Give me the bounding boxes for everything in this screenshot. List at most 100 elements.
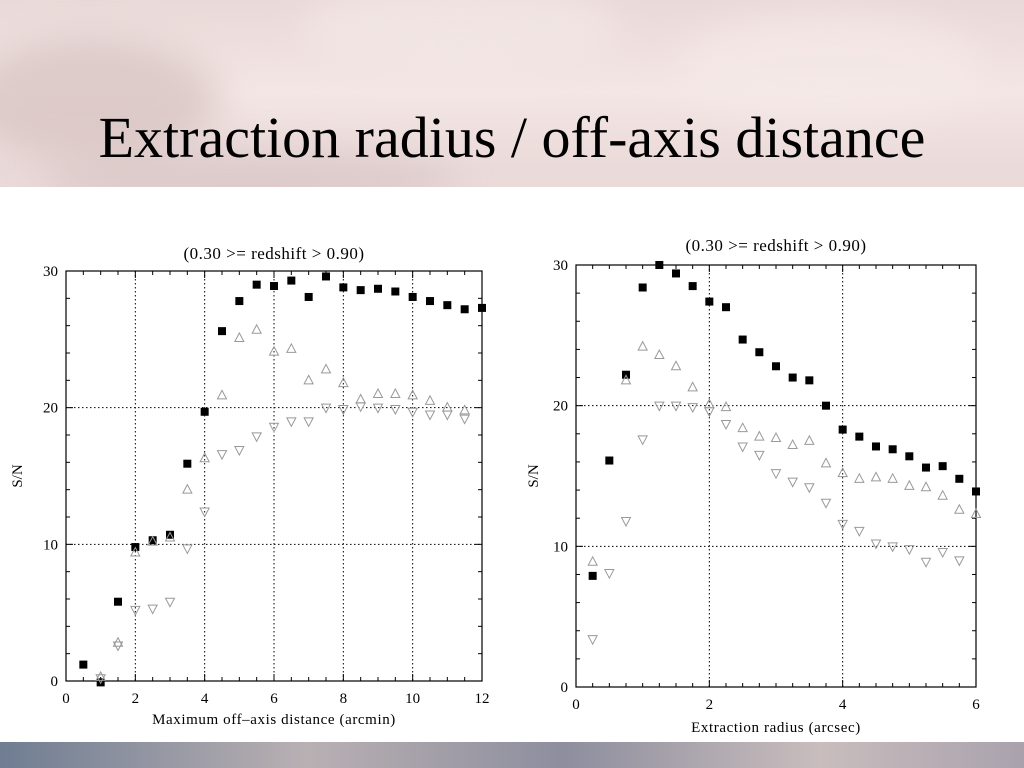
x-tick-label: 10 xyxy=(405,691,420,707)
data-point-triangle-up xyxy=(904,479,915,490)
data-point-square xyxy=(688,282,697,291)
data-point-square xyxy=(218,327,226,336)
data-point-square xyxy=(478,303,486,312)
data-point-square xyxy=(938,462,947,471)
data-point-triangle-up xyxy=(216,389,228,400)
data-point-triangle-up xyxy=(754,430,765,441)
data-point-triangle-up xyxy=(268,345,280,356)
y-tick-label: 20 xyxy=(43,401,58,417)
x-tick-label: 6 xyxy=(972,697,980,713)
y-tick-label: 0 xyxy=(561,680,569,696)
data-point-square xyxy=(304,292,313,301)
data-point-triangle-down xyxy=(130,605,141,617)
data-point-triangle-down xyxy=(787,477,798,488)
x-axis-label: Extraction radius (arcsec) xyxy=(691,720,861,736)
data-point-triangle-up xyxy=(670,360,682,371)
data-point-triangle-up xyxy=(459,404,470,415)
data-point-triangle-down xyxy=(234,446,245,457)
data-point-triangle-down xyxy=(737,442,748,453)
data-point-triangle-down xyxy=(390,405,401,416)
data-point-triangle-up xyxy=(372,387,384,398)
data-point-triangle-up xyxy=(970,507,982,518)
data-point-triangle-up xyxy=(442,401,453,412)
y-tick-label: 30 xyxy=(43,264,58,280)
data-point-triangle-up xyxy=(804,434,815,445)
data-point-triangle-down xyxy=(670,401,682,412)
y-tick-label: 20 xyxy=(553,399,568,415)
data-point-triangle-down xyxy=(620,517,632,528)
data-point-triangle-down xyxy=(854,526,865,537)
data-point-square xyxy=(460,305,469,314)
data-point-triangle-down xyxy=(338,405,349,416)
data-point-square xyxy=(79,660,88,669)
data-point-triangle-up xyxy=(234,331,245,342)
y-tick-label: 10 xyxy=(43,537,58,553)
data-point-triangle-up xyxy=(654,348,665,360)
data-point-triangle-down xyxy=(286,417,297,428)
data-point-square xyxy=(148,536,157,545)
x-tick-label: 2 xyxy=(706,697,714,713)
data-point-triangle-up xyxy=(854,472,865,483)
data-point-square xyxy=(638,283,647,292)
data-point-triangle-down xyxy=(587,635,598,646)
x-tick-label: 4 xyxy=(201,691,209,707)
data-point-triangle-down xyxy=(112,641,124,652)
y-tick-label: 30 xyxy=(553,258,568,274)
data-point-square xyxy=(391,287,400,296)
data-point-triangle-up xyxy=(338,376,349,388)
data-point-square xyxy=(855,432,864,441)
data-point-square xyxy=(722,303,730,312)
data-point-square xyxy=(270,282,278,291)
data-point-triangle-up xyxy=(199,452,210,463)
y-tick-label: 0 xyxy=(51,674,59,690)
data-point-triangle-down xyxy=(770,469,782,480)
data-point-triangle-down xyxy=(303,417,314,428)
data-point-triangle-down xyxy=(372,403,384,414)
data-point-triangle-up xyxy=(355,393,366,404)
x-tick-label: 8 xyxy=(340,691,348,707)
data-point-triangle-up xyxy=(770,431,782,443)
data-point-triangle-up xyxy=(95,670,106,681)
data-point-triangle-up xyxy=(954,503,965,514)
data-point-triangle-up xyxy=(303,374,314,385)
data-point-triangle-down xyxy=(355,402,366,413)
data-point-triangle-down xyxy=(704,407,715,418)
data-point-triangle-up xyxy=(164,531,176,542)
data-point-triangle-down xyxy=(904,545,915,556)
plot-frame xyxy=(575,264,977,688)
y-axis-label: S/N xyxy=(526,464,542,488)
chart-title: (0.30 >= redshift > 0.90) xyxy=(685,236,866,255)
chart-title: (0.30 >= redshift > 0.90) xyxy=(183,244,364,263)
data-point-square xyxy=(822,401,830,410)
data-point-triangle-up xyxy=(937,489,948,500)
data-point-triangle-down xyxy=(199,507,210,518)
data-point-square xyxy=(235,297,244,306)
cloud-decoration xyxy=(0,40,220,160)
data-point-triangle-up xyxy=(620,374,632,385)
data-point-square xyxy=(426,297,434,306)
data-point-square xyxy=(200,407,209,416)
cloud-decoration xyxy=(300,0,620,70)
data-point-triangle-up xyxy=(587,555,598,566)
data-point-triangle-up xyxy=(390,387,401,398)
data-point-triangle-up xyxy=(424,394,436,405)
data-point-triangle-down xyxy=(182,544,193,555)
data-point-triangle-up xyxy=(407,389,418,400)
data-point-square xyxy=(166,530,174,539)
data-point-triangle-down xyxy=(920,557,932,568)
data-point-triangle-down xyxy=(268,422,280,433)
data-point-square xyxy=(872,442,880,451)
slide-title: Extraction radius / off-axis distance xyxy=(98,105,926,170)
data-point-triangle-down xyxy=(820,498,832,509)
data-point-square xyxy=(114,597,122,606)
data-point-square xyxy=(605,456,614,465)
data-point-triangle-down xyxy=(442,410,453,421)
data-point-square xyxy=(788,373,797,382)
data-point-triangle-down xyxy=(720,419,732,431)
data-point-triangle-up xyxy=(920,481,932,492)
data-point-triangle-down xyxy=(147,604,158,615)
data-point-triangle-up xyxy=(787,438,798,450)
data-point-triangle-up xyxy=(637,340,648,351)
data-point-triangle-down xyxy=(954,556,965,567)
data-point-triangle-up xyxy=(130,546,141,557)
